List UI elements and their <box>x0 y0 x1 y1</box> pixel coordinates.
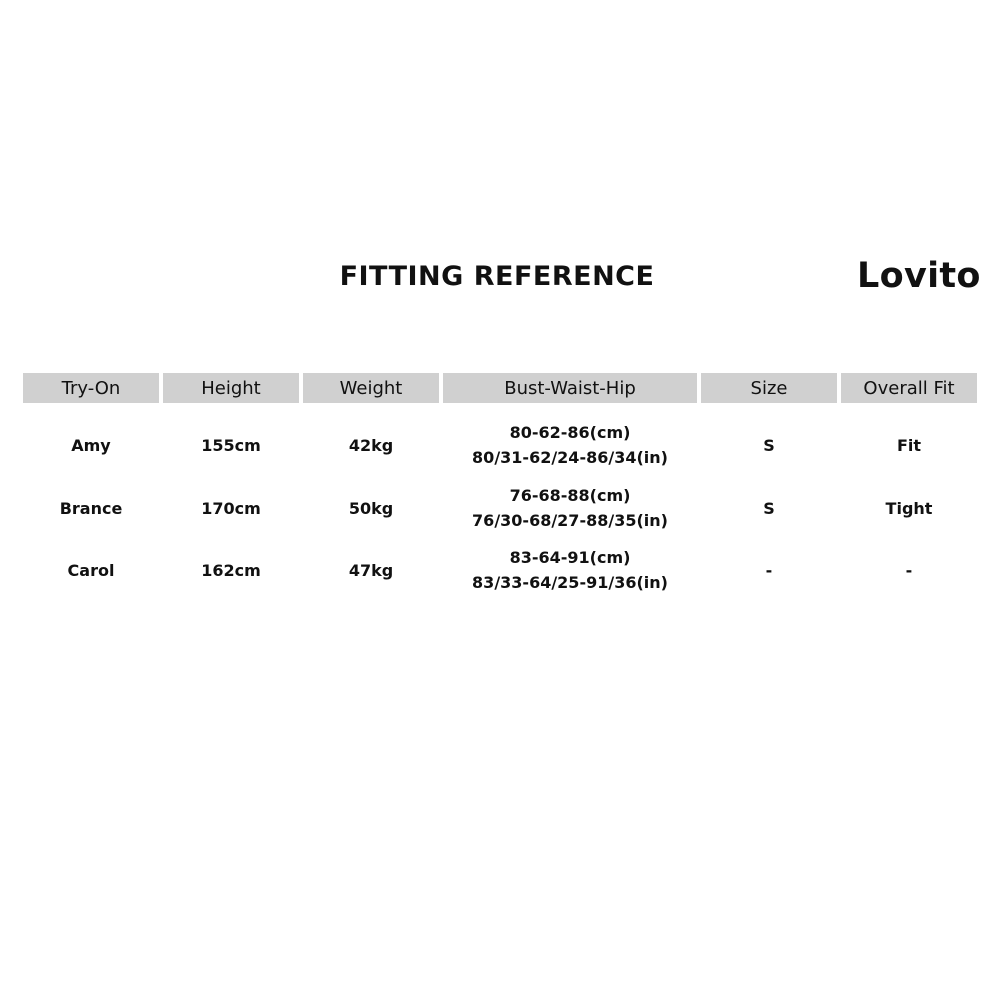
table-cell-size: S <box>763 435 775 455</box>
table-cell-bwh: 83-64-91(cm) 83/33-64/25-91/36(in) <box>443 545 697 595</box>
column-header: Height <box>163 373 299 403</box>
table-cell-bwh-in: 76/30-68/27-88/35(in) <box>472 511 668 530</box>
table-cell-weight: 47kg <box>348 560 394 580</box>
table-cell-bwh-cm: 76-68-88(cm) <box>509 486 631 505</box>
table-cell-fit: Tight <box>885 498 933 518</box>
table-cell-size: S <box>763 498 775 518</box>
page-title: FITTING REFERENCE <box>339 261 655 292</box>
table-cell-name: Carol <box>67 560 115 580</box>
table-cell-fit: - <box>905 560 913 580</box>
table-cell-height: 162cm <box>201 560 261 580</box>
table-cell-bwh: 80-62-86(cm) 80/31-62/24-86/34(in) <box>443 420 697 470</box>
table-cell-height: 170cm <box>201 498 261 518</box>
table-cell-height: 155cm <box>201 435 261 455</box>
column-header: Size <box>701 373 837 403</box>
column-header: Bust-Waist-Hip <box>443 373 697 403</box>
table-cell-weight: 42kg <box>348 435 394 455</box>
table-cell-bwh-cm: 80-62-86(cm) <box>509 423 631 442</box>
table-cell-bwh-in: 80/31-62/24-86/34(in) <box>472 448 668 467</box>
column-header: Weight <box>303 373 439 403</box>
table-cell-name: Amy <box>71 435 111 455</box>
table-cell-weight: 50kg <box>348 498 394 518</box>
table-cell-bwh: 76-68-88(cm) 76/30-68/27-88/35(in) <box>443 483 697 533</box>
table-cell-fit: Fit <box>896 435 922 455</box>
table-cell-size: - <box>765 560 773 580</box>
brand-logo: Lovito <box>857 256 981 296</box>
column-header: Overall Fit <box>841 373 977 403</box>
table-cell-bwh-cm: 83-64-91(cm) <box>509 548 631 567</box>
table-cell-bwh-in: 83/33-64/25-91/36(in) <box>472 573 668 592</box>
column-header: Try-On <box>23 373 159 403</box>
table-cell-name: Brance <box>59 498 123 518</box>
